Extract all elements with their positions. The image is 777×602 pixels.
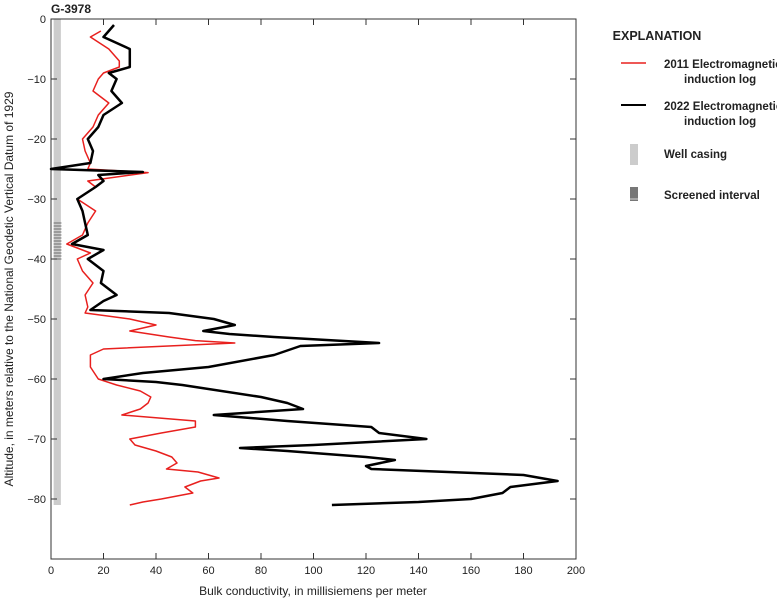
y-tick-label: −80 [27,494,46,506]
x-tick-label: 20 [97,565,109,577]
y-tick-label: −10 [27,74,46,86]
well-casing [53,19,61,505]
legend: EXPLANATION 2011 Electromagnetic inducti… [613,29,777,202]
legend-label-2011: 2011 Electromagnetic [664,59,777,71]
y-tick-label: −30 [27,194,46,206]
plot-frame [50,18,577,560]
plot-area: 0 20 40 60 80 100 120 140 160 180 200 0 −10 −20 −30 −40… [27,14,585,577]
x-tick-label: 80 [255,565,267,577]
x-tick-label: 100 [304,565,322,577]
legend-label-screen: Screened interval [664,190,760,202]
x-axis-label: Bulk conductivity, in millisiemens per m… [199,584,427,598]
x-tick-label: 180 [514,565,532,577]
legend-label-2011-line2: induction log [684,74,756,86]
x-tick-label: 0 [48,565,54,577]
legend-swatch-casing [630,144,638,165]
legend-label-2022-line2: induction log [684,116,756,128]
legend-title: EXPLANATION [613,29,702,43]
x-tick-label: 120 [357,565,375,577]
y-tick-label: −40 [27,254,46,266]
y-tick-label: −20 [27,134,46,146]
y-tick-label: −50 [27,314,46,326]
chart-title: G-3978 [51,2,91,16]
y-tick-label: −60 [27,374,46,386]
y-tick-label: 0 [40,14,46,26]
x-tick-label: 140 [409,565,427,577]
x-tick-label: 40 [150,565,162,577]
x-tick-label: 160 [462,565,480,577]
legend-label-2022: 2022 Electromagnetic [664,101,777,113]
x-tick-label: 60 [202,565,214,577]
legend-label-casing: Well casing [664,149,727,161]
legend-swatch-screen [630,187,638,201]
y-axis-label: Altitude, in meters relative to the Nati… [2,91,16,486]
series-line-2022 [49,24,559,507]
series-line-2011 [66,30,236,506]
x-tick-label: 200 [567,565,585,577]
y-tick-label: −70 [27,434,46,446]
